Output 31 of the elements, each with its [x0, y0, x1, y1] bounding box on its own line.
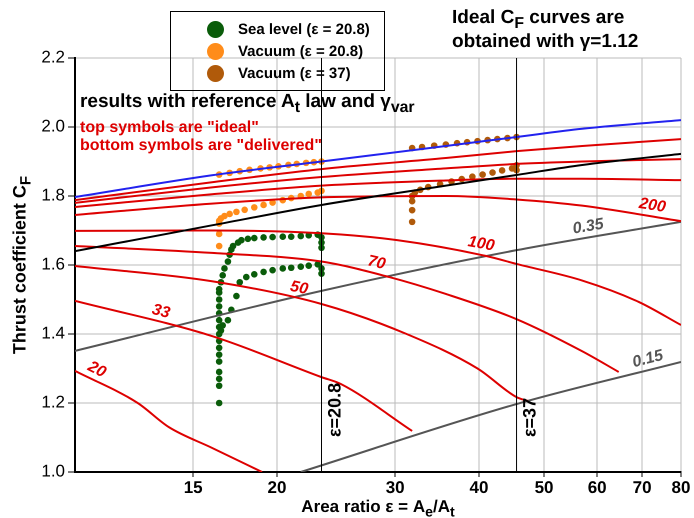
y-tick-label: 1.0	[41, 462, 65, 481]
y-tick-label: 1.2	[41, 392, 65, 412]
x-tick-label: 80	[672, 478, 690, 497]
y-tick-label: 1.4	[41, 324, 65, 343]
y-tick-label: 2.2	[41, 48, 65, 67]
text: 33	[150, 301, 172, 322]
text: 0.35	[571, 215, 606, 238]
x-tick-label: 70	[632, 478, 652, 497]
y-tick-label: 1.8	[41, 186, 65, 205]
x-tick-label: 15	[184, 478, 203, 497]
x-tick-label: 40	[470, 478, 488, 497]
x-tick-label: 20	[268, 478, 286, 497]
text: 70	[366, 252, 388, 274]
legend-label: Sea level (ε = 20.8)	[238, 20, 370, 38]
x-tick-label: 30	[386, 478, 405, 497]
x-tick-label: 60	[588, 478, 607, 497]
legend-label: Vacuum (ε = 20.8)	[238, 42, 364, 60]
y-tick-label: 2.0	[41, 116, 65, 136]
text: 50	[288, 278, 310, 298]
text: Ideal C$_{F}$ curves are obtained with γ=1.12	[452, 7, 640, 54]
x-tick-label: 50	[534, 478, 554, 497]
annotation: bottom symbols are "delivered"	[80, 137, 323, 155]
y-tick-label: 1.6	[41, 254, 65, 274]
text: 0.15	[630, 346, 666, 372]
annotation: ε=20.8	[324, 382, 344, 437]
annotation: ε=37	[520, 398, 540, 437]
text: 200	[636, 194, 668, 216]
annotation: top symbols are "ideal"	[80, 119, 260, 137]
text: 20	[84, 358, 109, 382]
text: 100	[466, 233, 496, 255]
x-axis-title: Area ratio ε = A$_{e}$/A$_{t}$	[300, 497, 456, 518]
